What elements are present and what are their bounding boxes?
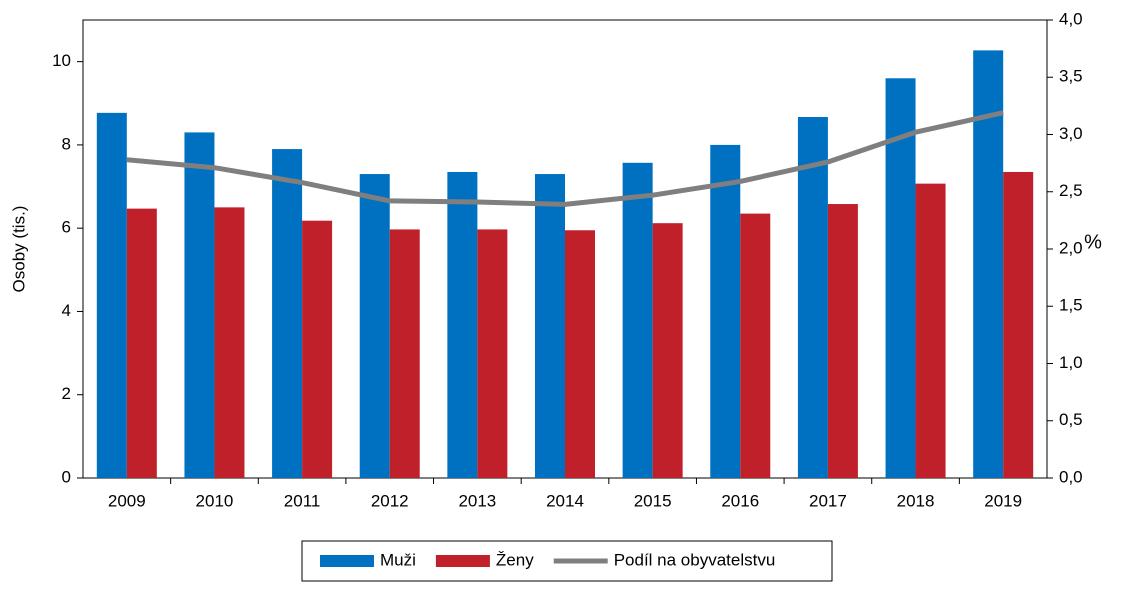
bar	[1003, 171, 1034, 479]
y-tick-label: 8	[62, 134, 71, 153]
bar	[184, 132, 215, 478]
y2-tick-label: 3,0	[1059, 124, 1083, 143]
y2-axis-label: %	[1084, 231, 1102, 253]
bar	[359, 174, 390, 478]
x-tick-label: 2017	[809, 491, 847, 510]
y2-tick-label: 2,0	[1059, 238, 1083, 257]
y2-tick-label: 1,5	[1059, 296, 1083, 315]
x-tick-label: 2014	[546, 491, 584, 510]
bar	[915, 183, 946, 478]
bar	[302, 220, 333, 479]
bar	[710, 144, 741, 478]
x-tick-label: 2015	[634, 491, 672, 510]
bar	[535, 174, 565, 478]
y2-tick-label: 2,5	[1059, 181, 1083, 200]
bar	[827, 204, 858, 479]
x-tick-label: 2018	[897, 491, 935, 510]
legend-label: Podíl na obyvatelstvu	[614, 550, 776, 569]
x-tick-label: 2010	[196, 491, 234, 510]
bar	[652, 223, 683, 478]
y2-tick-label: 1,0	[1059, 353, 1083, 372]
legend-swatch	[435, 555, 490, 567]
legend-swatch	[320, 555, 374, 567]
bar	[126, 208, 157, 478]
y2-tick-label: 3,5	[1059, 67, 1083, 86]
x-tick-label: 2016	[721, 491, 759, 510]
y-tick-label: 10	[52, 51, 71, 70]
x-tick-label: 2019	[984, 491, 1022, 510]
y2-tick-label: 0,5	[1059, 410, 1083, 429]
x-tick-label: 2012	[371, 491, 409, 510]
y2-tick-label: 0,0	[1059, 467, 1083, 486]
x-tick-label: 2011	[284, 491, 321, 510]
legend-label: Muži	[380, 550, 416, 569]
bar	[797, 117, 828, 478]
y-tick-label: 4	[62, 301, 71, 320]
y2-tick-label: 4,0	[1059, 9, 1083, 28]
bar	[565, 230, 595, 478]
bar	[885, 78, 916, 479]
y-tick-label: 6	[62, 218, 71, 237]
y-tick-label: 0	[62, 467, 71, 486]
bar	[622, 162, 653, 478]
bar	[214, 207, 245, 478]
bar	[447, 171, 478, 479]
y-tick-label: 2	[62, 384, 71, 403]
bar	[389, 229, 420, 478]
x-tick-label: 2009	[108, 491, 146, 510]
line-series	[126, 110, 1004, 207]
bar	[973, 50, 1004, 479]
x-tick-label: 2013	[458, 491, 496, 510]
bar	[740, 213, 771, 479]
bar	[96, 112, 127, 478]
legend-label: Ženy	[496, 550, 534, 569]
y-axis-label: Osoby (tis.)	[9, 206, 28, 293]
bar	[477, 229, 508, 478]
bar	[272, 149, 303, 478]
